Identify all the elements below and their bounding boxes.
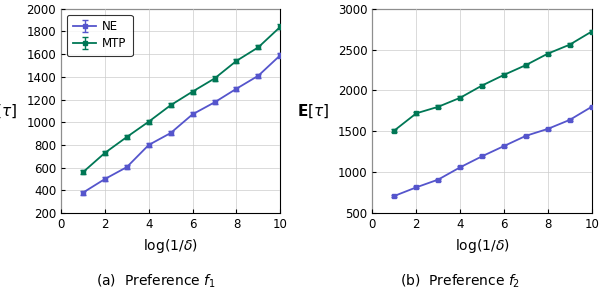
- Legend: NE, MTP: NE, MTP: [67, 14, 132, 56]
- Text: (b)  Preference $f_2$: (b) Preference $f_2$: [400, 272, 521, 288]
- X-axis label: $\log(1/\delta)$: $\log(1/\delta)$: [143, 236, 198, 255]
- Y-axis label: $\mathbf{E}[\tau]$: $\mathbf{E}[\tau]$: [297, 102, 329, 120]
- Text: (a)  Preference $f_1$: (a) Preference $f_1$: [96, 272, 215, 288]
- Y-axis label: $\mathbf{E}[\tau]$: $\mathbf{E}[\tau]$: [0, 102, 18, 120]
- X-axis label: $\log(1/\delta)$: $\log(1/\delta)$: [454, 236, 509, 255]
